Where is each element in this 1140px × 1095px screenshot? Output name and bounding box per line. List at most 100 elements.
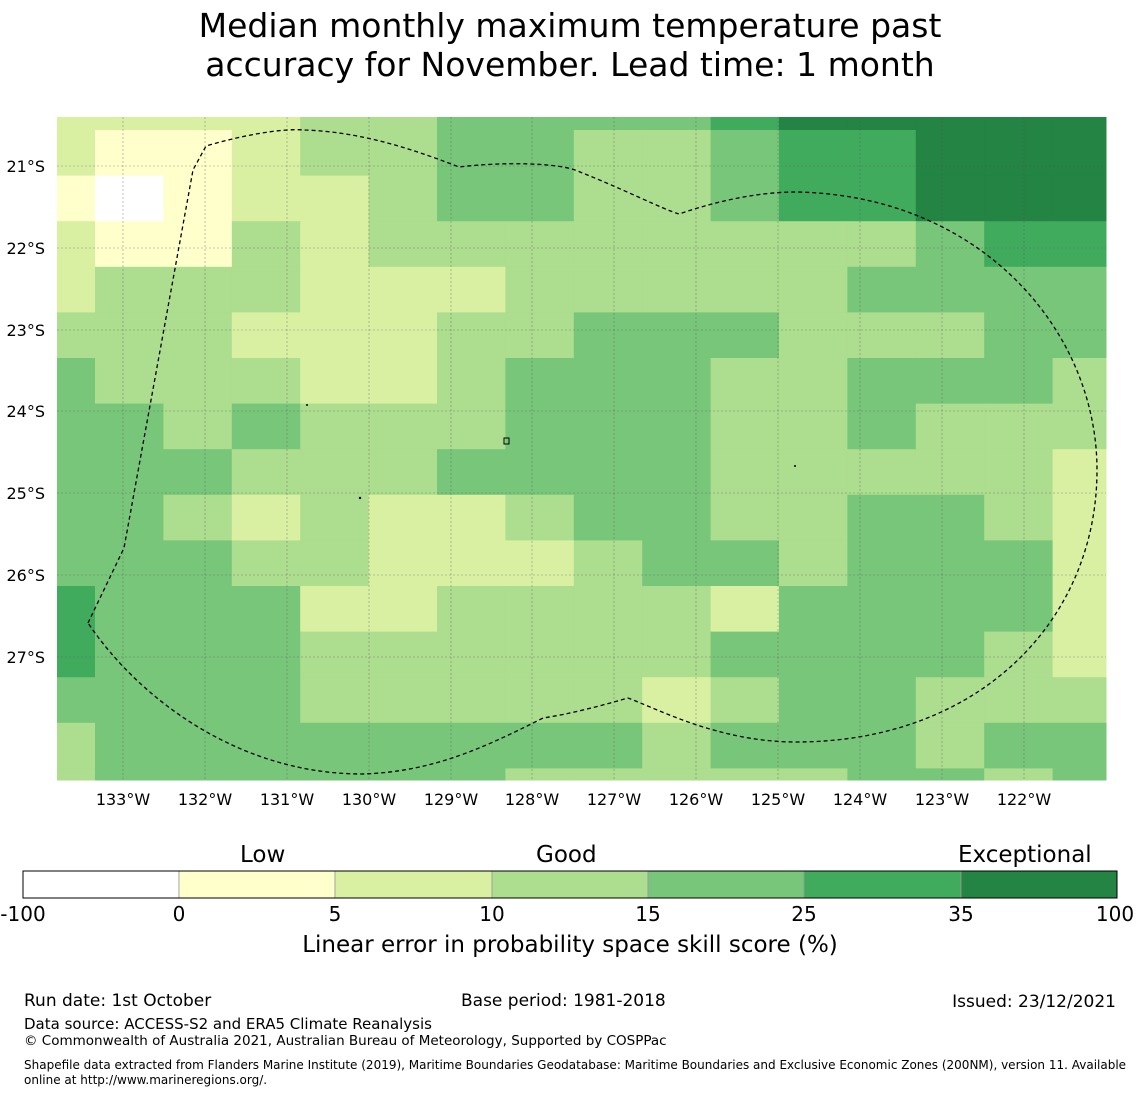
grid-cell [163, 540, 233, 587]
grid-cell [779, 221, 848, 268]
grid-cell [984, 631, 1054, 678]
grid-cell [847, 130, 917, 177]
grid-cell [57, 266, 96, 313]
colorbar-segment [960, 870, 1118, 899]
grid-cell [368, 586, 438, 633]
grid-cell [437, 130, 506, 177]
grid-cell [779, 312, 848, 359]
grid-cell [231, 117, 301, 131]
colorbar-segment [178, 870, 336, 899]
grid-cell [847, 403, 917, 450]
grid-cell [779, 358, 848, 405]
grid-cell [505, 175, 575, 222]
grid-cell [300, 677, 370, 724]
grid-cell [163, 449, 233, 496]
colorbar-frame [22, 870, 1118, 899]
grid-cell [847, 221, 917, 268]
colorbar [22, 870, 1118, 899]
grid-cell [368, 449, 438, 496]
grid-cell [847, 677, 917, 724]
longitude-label: 126°W [669, 790, 724, 809]
grid-cell [505, 266, 575, 313]
grid-cell [505, 117, 575, 131]
grid-cell [57, 631, 96, 678]
latitude-label: 24°S [6, 402, 45, 421]
longitude-label: 129°W [424, 790, 479, 809]
grid-cell [231, 540, 301, 587]
grid-cell [437, 358, 506, 405]
grid-cell [437, 494, 506, 541]
grid-cell [573, 221, 643, 268]
grid-cell [163, 117, 233, 131]
grid-cell [300, 768, 370, 781]
grid-cell [163, 631, 233, 678]
grid-cell [573, 175, 643, 222]
grid-cell [710, 722, 780, 769]
grid-cell [300, 221, 370, 268]
grid-cell [642, 768, 712, 781]
grid-cell [437, 722, 506, 769]
grid-cell [300, 631, 370, 678]
grid-cell [1052, 494, 1107, 541]
grid-cell [984, 677, 1054, 724]
longitude-label: 125°W [751, 790, 806, 809]
grid-cell [95, 449, 164, 496]
grid-cell [163, 403, 233, 450]
grid-cell [847, 586, 917, 633]
grid-cell [95, 117, 164, 131]
colorbar-segment [22, 870, 180, 899]
grid-cell [984, 768, 1054, 781]
grid-cell [847, 540, 917, 587]
grid-cell [368, 768, 438, 781]
grid-cell [984, 586, 1054, 633]
grid-cell [1052, 768, 1107, 781]
grid-cell [710, 117, 780, 131]
grid-cell [573, 449, 643, 496]
grid-cell [437, 768, 506, 781]
latitude-labels: 21°S 22°S 23°S 24°S 25°S 26°S 27°S [6, 157, 45, 667]
grid-cell [779, 266, 848, 313]
grid-cell [573, 677, 643, 724]
grid-cell [231, 768, 301, 781]
grid-cell [300, 266, 370, 313]
grid-cell [984, 449, 1054, 496]
grid-cell [573, 494, 643, 541]
grid-cell [231, 312, 301, 359]
latitude-label: 22°S [6, 239, 45, 258]
grid-cell [368, 631, 438, 678]
longitude-label: 124°W [833, 790, 888, 809]
grid-cell [779, 722, 848, 769]
grid-cell [915, 768, 985, 781]
category-low: Low [240, 842, 286, 868]
score-grid [57, 117, 1107, 781]
grid-cell [915, 312, 985, 359]
grid-cell [984, 722, 1054, 769]
grid-cell [163, 221, 233, 268]
grid-cell [915, 175, 985, 222]
grid-cell [573, 312, 643, 359]
grid-cell [915, 117, 985, 131]
grid-cell [95, 221, 164, 268]
latitude-label: 21°S [6, 157, 45, 176]
grid-cell [710, 631, 780, 678]
grid-cell [368, 117, 438, 131]
grid-cell [437, 540, 506, 587]
grid-cell [231, 586, 301, 633]
grid-cell [710, 266, 780, 313]
grid-cell [368, 540, 438, 587]
grid-cell [505, 312, 575, 359]
grid-cell [57, 722, 96, 769]
grid-cell [368, 494, 438, 541]
data-source: Data source: ACCESS-S2 and ERA5 Climate … [24, 1015, 432, 1033]
grid-cell [710, 494, 780, 541]
grid-cell [915, 449, 985, 496]
grid-cell [505, 540, 575, 587]
grid-cell [231, 175, 301, 222]
grid-cell [505, 449, 575, 496]
issued-date: Issued: 23/12/2021 [952, 992, 1116, 1012]
grid-cell [642, 130, 712, 177]
title-line-1: Median monthly maximum temperature past [198, 6, 942, 45]
eez-boundary [87, 129, 1098, 775]
grid-cell [847, 768, 917, 781]
grid-cell [642, 117, 712, 131]
